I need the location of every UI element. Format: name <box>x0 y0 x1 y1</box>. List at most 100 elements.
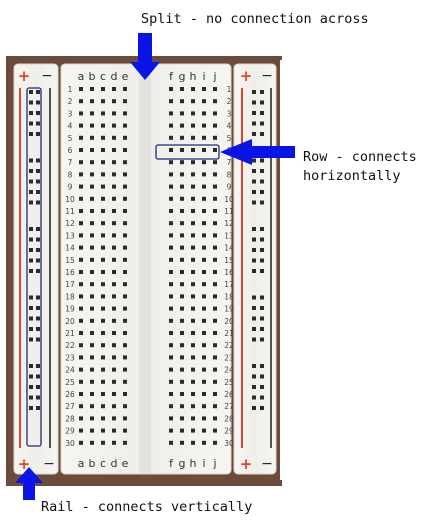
row-number-left-24: 24 <box>65 366 75 375</box>
terminal-hole-2-7 <box>191 99 195 104</box>
column-label-bottom-b: b <box>89 457 96 470</box>
terminal-hole-5-6 <box>180 135 184 140</box>
terminal-hole-30-1 <box>90 440 94 445</box>
terminal-hole-15-3 <box>112 257 116 262</box>
terminal-hole-21-7 <box>191 331 195 335</box>
left-rail-hole-3-0-0 <box>29 295 33 300</box>
terminal-hole-20-3 <box>112 318 116 323</box>
terminal-hole-20-1 <box>90 318 94 323</box>
right-rail-hole-4-3-0 <box>252 395 256 400</box>
terminal-hole-9-9 <box>213 184 217 189</box>
terminal-hole-11-7 <box>191 209 195 213</box>
terminal-hole-5-1 <box>90 135 94 140</box>
terminal-hole-22-0 <box>79 343 83 348</box>
terminal-hole-26-0 <box>79 392 83 396</box>
left-rail-hole-2-4-0 <box>29 269 33 273</box>
terminal-hole-1-0 <box>79 87 83 91</box>
rail-highlight-box <box>26 87 42 447</box>
terminal-hole-3-4 <box>123 111 127 116</box>
left-rail-hole-1-0-1 <box>36 158 40 163</box>
terminal-hole-14-4 <box>123 245 127 250</box>
column-label-top-g: g <box>179 70 186 83</box>
terminal-hole-8-3 <box>112 172 116 177</box>
terminal-hole-20-5 <box>169 318 173 323</box>
terminal-hole-22-1 <box>90 343 94 348</box>
left-rail-hole-0-0-1 <box>36 90 40 94</box>
terminal-hole-14-6 <box>180 245 184 250</box>
terminal-hole-25-6 <box>180 379 184 384</box>
terminal-hole-12-8 <box>202 221 206 226</box>
terminal-hole-19-9 <box>213 306 217 311</box>
terminal-hole-2-9 <box>213 99 217 104</box>
terminal-hole-20-8 <box>202 318 206 323</box>
terminal-hole-14-3 <box>112 245 116 250</box>
terminal-hole-12-6 <box>180 221 184 226</box>
row-number-left-5: 5 <box>68 134 73 143</box>
terminal-hole-4-6 <box>180 123 184 128</box>
right-rail-minus-bottom: − <box>261 456 273 472</box>
terminal-hole-4-4 <box>123 123 127 128</box>
terminal-hole-9-2 <box>101 184 105 189</box>
terminal-hole-4-7 <box>191 123 195 128</box>
row-number-left-14: 14 <box>65 244 75 253</box>
row-number-left-6: 6 <box>68 146 73 155</box>
row-number-right-15: 15 <box>224 256 234 265</box>
right-rail-hole-1-3-0 <box>252 190 256 194</box>
terminal-hole-17-3 <box>112 282 116 287</box>
row-number-left-22: 22 <box>65 341 75 350</box>
row-number-left-13: 13 <box>65 231 75 240</box>
terminal-hole-11-5 <box>169 209 173 213</box>
terminal-hole-1-1 <box>90 87 94 91</box>
right-rail-hole-3-0-0 <box>252 295 256 300</box>
terminal-hole-11-8 <box>202 209 206 213</box>
terminal-hole-18-6 <box>180 294 184 299</box>
terminal-hole-7-0 <box>79 160 83 165</box>
right-rail-hole-4-1-1 <box>260 374 264 379</box>
terminal-hole-5-8 <box>202 135 206 140</box>
terminal-hole-14-1 <box>90 245 94 250</box>
terminal-hole-12-3 <box>112 221 116 226</box>
terminal-hole-26-8 <box>202 392 206 396</box>
column-label-top-c: c <box>100 70 106 83</box>
terminal-hole-19-5 <box>169 306 173 311</box>
terminal-hole-19-1 <box>90 306 94 311</box>
terminal-hole-4-3 <box>112 123 116 128</box>
terminal-hole-22-7 <box>191 343 195 348</box>
terminal-hole-19-3 <box>112 306 116 311</box>
terminal-hole-28-7 <box>191 416 195 421</box>
left-rail-hole-0-0-0 <box>29 90 33 94</box>
left-rail-hole-3-3-1 <box>36 327 40 331</box>
terminal-hole-22-9 <box>213 343 217 348</box>
terminal-hole-19-7 <box>191 306 195 311</box>
rail-annotation: Rail - connects vertically <box>41 499 252 515</box>
terminal-hole-7-4 <box>123 160 127 165</box>
terminal-hole-29-0 <box>79 428 83 433</box>
terminal-hole-20-7 <box>191 318 195 323</box>
left-rail-hole-4-2-1 <box>36 385 40 389</box>
terminal-hole-22-5 <box>169 343 173 348</box>
terminal-hole-5-5 <box>169 135 173 140</box>
terminal-hole-25-9 <box>213 379 217 384</box>
right-rail-hole-4-1-0 <box>252 374 256 379</box>
row-number-right-10: 10 <box>224 195 234 204</box>
right-rail-hole-3-2-1 <box>260 316 264 321</box>
terminal-hole-7-1 <box>90 160 94 165</box>
terminal-hole-23-0 <box>79 355 83 360</box>
left-rail-hole-1-0-0 <box>29 158 33 163</box>
terminal-hole-16-0 <box>79 270 83 274</box>
terminal-hole-8-7 <box>191 172 195 177</box>
row-number-right-2: 2 <box>227 97 232 106</box>
left-rail-hole-1-4-0 <box>29 200 33 205</box>
terminal-hole-13-1 <box>90 233 94 238</box>
row-number-left-4: 4 <box>68 122 73 131</box>
right-rail-minus-top: − <box>261 68 273 84</box>
right-rail-hole-3-4-0 <box>252 337 256 342</box>
column-label-bottom-c: c <box>100 457 106 470</box>
terminal-hole-13-7 <box>191 233 195 238</box>
terminal-hole-7-8 <box>202 160 206 165</box>
terminal-hole-2-4 <box>123 99 127 104</box>
terminal-hole-25-0 <box>79 379 83 384</box>
left-rail-hole-2-4-1 <box>36 269 40 273</box>
terminal-hole-3-3 <box>112 111 116 116</box>
terminal-hole-11-6 <box>180 209 184 213</box>
